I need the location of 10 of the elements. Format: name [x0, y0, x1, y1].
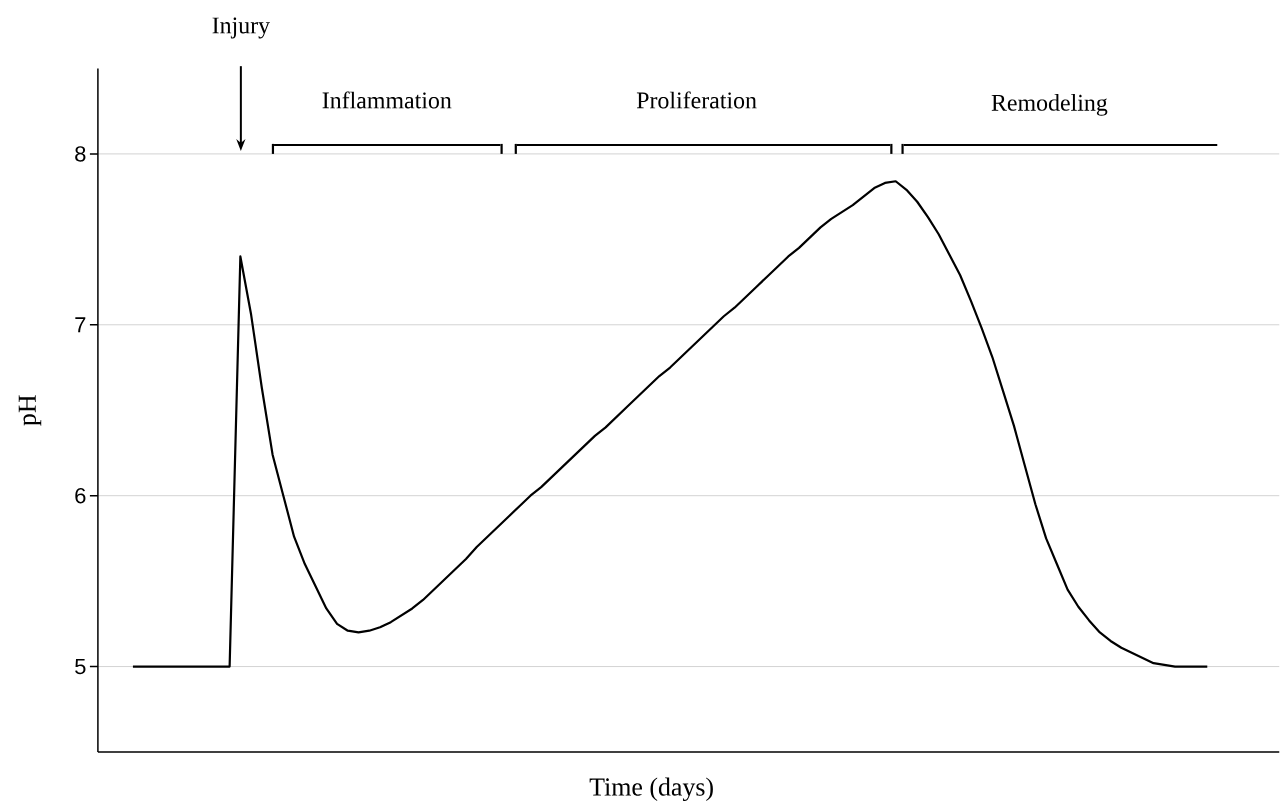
annotation: Proliferation: [636, 91, 757, 109]
y-tick-label: 8: [75, 146, 86, 162]
y-tick-label: 6: [75, 488, 86, 504]
x-axis-title: Time (days): [589, 777, 713, 802]
annotation: Remodeling: [991, 94, 1108, 117]
y-tick-label: 7: [75, 317, 86, 333]
y-tick-label: 5: [75, 659, 86, 675]
y-axis-title: pH: [18, 395, 42, 426]
annotation: Inflammation: [322, 91, 452, 109]
text: Injury: [212, 17, 270, 39]
